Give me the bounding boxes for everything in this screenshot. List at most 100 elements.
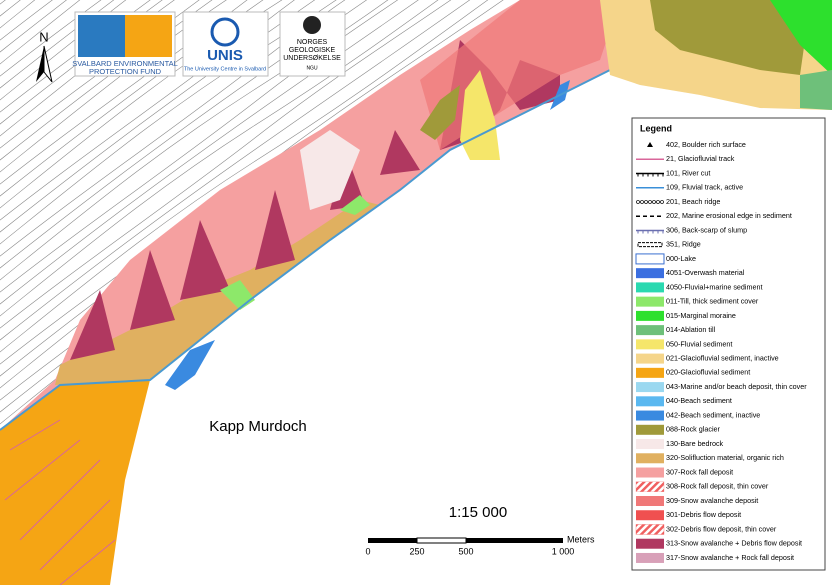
- legend-label: 043-Marine and/or beach deposit, thin co…: [666, 382, 807, 391]
- legend-item: 307-Rock fall deposit: [636, 467, 733, 478]
- legend-item: 402, Boulder rich surface: [647, 140, 746, 149]
- contour-line: [0, 0, 248, 185]
- rock-glacier-ne: [650, 0, 805, 75]
- legend-item: 040-Beach sediment: [636, 396, 732, 407]
- contour-line: [0, 0, 200, 149]
- legend-symbol: [636, 268, 664, 279]
- scale-label: 500: [458, 546, 473, 556]
- contour-line: [0, 0, 227, 173]
- logo-text: PROTECTION FUND: [89, 67, 162, 76]
- legend-symbol: [636, 339, 664, 350]
- legend-symbol: [636, 396, 664, 407]
- legend-symbol: [644, 200, 648, 204]
- contour-line: [0, 0, 439, 317]
- legend-symbol: [635, 481, 665, 492]
- legend-item: 050-Fluvial sediment: [636, 339, 732, 350]
- legend-symbol: [636, 510, 664, 521]
- legend-symbol: [636, 382, 664, 393]
- scale-ratio: 1:15 000: [449, 504, 507, 521]
- legend-label: 000-Lake: [666, 254, 696, 263]
- legend-label: 4051-Overwash material: [666, 268, 745, 277]
- legend-item: 088-Rock glacier: [636, 425, 721, 435]
- legend-symbol: [636, 496, 664, 506]
- legend-item: 320-Solifluction material, organic rich: [636, 453, 784, 464]
- logo-sepf: SVALBARD ENVIRONMENTAL PROTECTION FUND: [72, 11, 178, 77]
- legend-label: 040-Beach sediment: [666, 396, 732, 405]
- legend-label: 088-Rock glacier: [666, 425, 721, 434]
- scale-label: 0: [365, 546, 370, 556]
- legend-item: 011-Till, thick sediment cover: [636, 297, 759, 307]
- legend-item: 202, Marine erosional edge in sediment: [636, 211, 792, 220]
- legend-item: 014-Ablation till: [636, 325, 716, 336]
- scale-bar: [416, 537, 467, 544]
- legend-label: 021-Glaciofluvial sediment, inactive: [666, 354, 779, 363]
- fluvial-sediment: [460, 70, 500, 160]
- contour-line: [0, 0, 127, 101]
- legend-item: 109, Fluvial track, active: [636, 183, 743, 192]
- legend-label: 014-Ablation till: [666, 325, 716, 334]
- legend-label: 020-Glaciofluvial sediment: [666, 368, 750, 377]
- legend-label: 301-Debris flow deposit: [666, 510, 741, 519]
- legend-symbol: [636, 538, 664, 549]
- logo-text: GEOLOGISKE: [289, 47, 336, 54]
- north-arrow: [36, 46, 44, 82]
- legend-item: 301-Debris flow deposit: [636, 510, 741, 521]
- contour-line: [0, 0, 489, 353]
- north-arrow: [43, 45, 53, 83]
- legend-symbol: [636, 453, 664, 464]
- logo-text: NORGES: [297, 39, 328, 46]
- legend-item: 4051-Overwash material: [636, 268, 745, 279]
- contour-line: [0, 0, 175, 137]
- legend-symbol: [636, 439, 664, 450]
- legend-symbol: [636, 552, 664, 563]
- contour-line: [0, 0, 81, 65]
- legend-label: 351, Ridge: [666, 240, 701, 249]
- coastline: [0, 54, 641, 431]
- legend-item: 313-Snow avalanche + Debris flow deposit: [636, 539, 802, 549]
- moraine-area: [770, 0, 832, 75]
- contour-line: [0, 0, 115, 89]
- legend-label: 042-Beach sediment, inactive: [666, 410, 760, 419]
- legend-symbol: [635, 253, 665, 265]
- legend-label: 109, Fluvial track, active: [666, 183, 743, 192]
- legend-label: 309-Snow avalanche deposit: [666, 496, 758, 505]
- legend-symbol: [660, 200, 664, 204]
- legend-label: 306, Back-scarp of slump: [666, 225, 747, 234]
- contour-line: [0, 0, 471, 341]
- legend-item: 043-Marine and/or beach deposit, thin co…: [636, 382, 807, 393]
- legend-label: 201, Beach ridge: [666, 197, 720, 206]
- legend-box: [631, 117, 826, 571]
- contour-line: [0, 0, 419, 305]
- legend-label: 21, Glaciofluvial track: [666, 154, 735, 163]
- legend-item: 306, Back-scarp of slump: [636, 225, 747, 234]
- legend-symbol: [636, 467, 664, 478]
- scale-label: 250: [409, 546, 424, 556]
- logo-text: UNDERSØKELSE: [283, 55, 341, 62]
- contour-line: [0, 0, 163, 125]
- legend-symbol: [635, 524, 665, 535]
- legend-symbol: [636, 353, 664, 364]
- logo-unis: UNIS The University Centre in Svalbard: [182, 11, 269, 77]
- legend-label: 320-Solifluction material, organic rich: [666, 453, 784, 462]
- legend-items: 402, Boulder rich surface 21, Glaciofluvi…: [635, 140, 807, 563]
- contour-line: [0, 0, 264, 197]
- legend-item: 302-Debris flow deposit, thin cover: [635, 524, 777, 535]
- legend-symbol: [652, 200, 656, 204]
- legend-symbol: [636, 424, 664, 435]
- legend-symbol: [636, 367, 664, 378]
- contour-line: [0, 0, 389, 281]
- legend-item: 309-Snow avalanche deposit: [636, 496, 758, 506]
- legend-label: 015-Marginal moraine: [666, 311, 736, 320]
- bedrock-area: [300, 130, 360, 210]
- till-areas: [220, 195, 370, 310]
- contour-line: [0, 0, 213, 161]
- legend-label: 308-Rock fall deposit, thin cover: [666, 482, 769, 491]
- legend-item: 042-Beach sediment, inactive: [636, 410, 760, 421]
- legend-item: 21, Glaciofluvial track: [636, 154, 735, 163]
- legend-symbol: [647, 142, 653, 147]
- legend-label: 101, River cut: [666, 168, 710, 177]
- legend-symbol: [636, 410, 664, 421]
- logo-text: SVALBARD ENVIRONMENTAL: [72, 59, 178, 68]
